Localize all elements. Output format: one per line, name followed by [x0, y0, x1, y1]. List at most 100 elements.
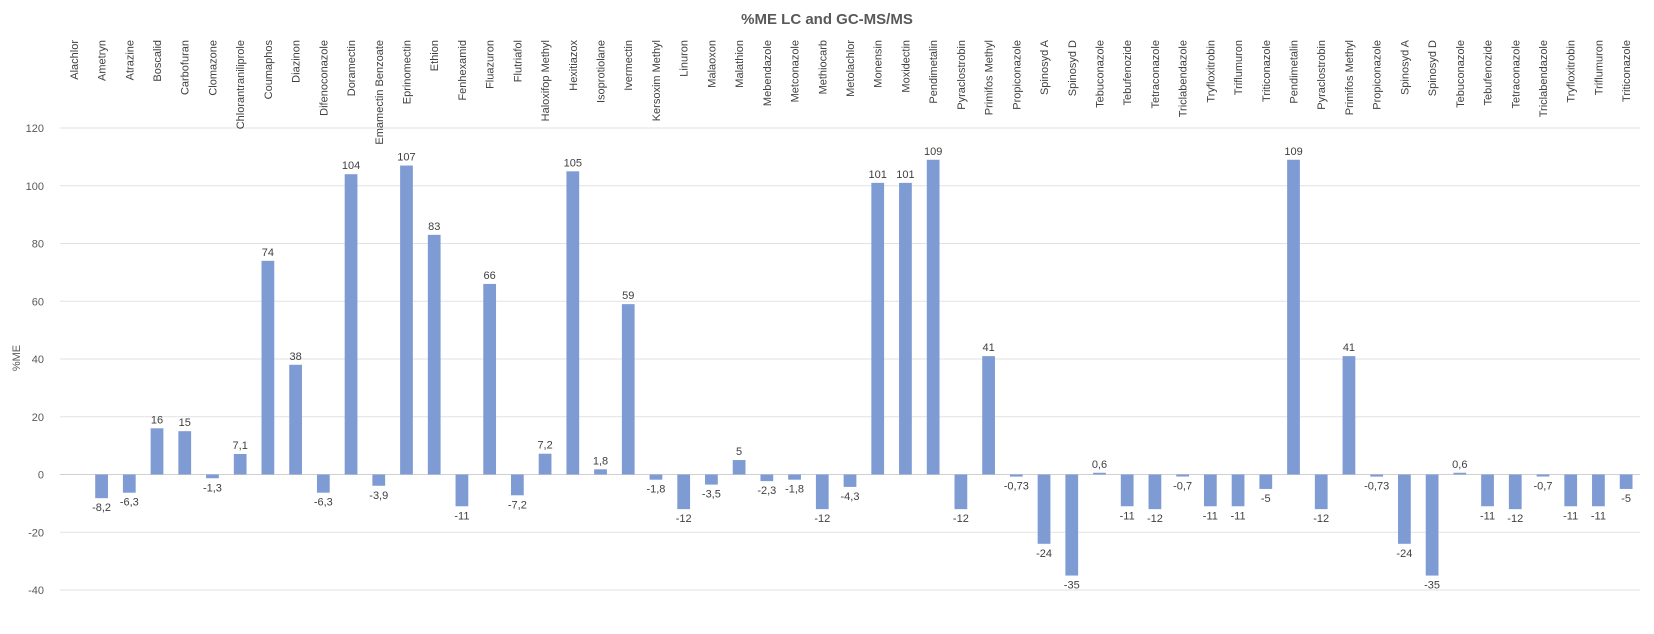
category-label: Linuron	[679, 40, 691, 77]
data-label: 107	[397, 152, 415, 164]
y-tick-label: 40	[32, 354, 44, 366]
data-label: -3,9	[369, 490, 388, 502]
data-label: 5	[736, 446, 742, 458]
bar	[1176, 474, 1190, 477]
data-label: 0,6	[1452, 459, 1467, 471]
category-label: Diazinon	[291, 40, 303, 83]
category-label: Tryfloxitrobin	[1566, 40, 1578, 103]
y-tick-label: 0	[38, 470, 44, 482]
category-label: Tebuconazole	[1094, 40, 1106, 108]
bar	[427, 234, 441, 475]
data-label: 7,2	[537, 440, 552, 452]
bar	[1342, 356, 1356, 475]
category-label: Haloxifop Methyl	[540, 40, 552, 121]
bar	[372, 474, 386, 486]
category-label: Pyraclostrobin	[1316, 40, 1328, 110]
bar	[1148, 474, 1162, 510]
bar	[760, 474, 774, 482]
data-label: 74	[262, 247, 274, 259]
data-label: -11	[1591, 510, 1606, 522]
y-tick-label: 60	[32, 296, 44, 308]
category-label: Propiconazole	[1372, 40, 1384, 110]
bar	[538, 453, 552, 475]
bar	[1564, 474, 1578, 507]
category-label: Hexitiazox	[568, 40, 580, 91]
bar	[594, 469, 607, 475]
data-label: 41	[1343, 342, 1355, 354]
category-label: Propiconazole	[1011, 40, 1023, 110]
category-label: Clomazone	[207, 40, 219, 96]
data-label: -12	[1147, 513, 1163, 525]
bar	[150, 428, 164, 475]
category-label: Mebendazole	[762, 40, 774, 106]
category-label: Spinosyd D	[1427, 40, 1439, 96]
data-label: -1,3	[203, 482, 222, 494]
data-label: -7,2	[508, 499, 527, 511]
y-tick-label: 80	[32, 239, 44, 251]
bar	[788, 474, 801, 480]
bar	[455, 474, 469, 507]
bar	[732, 460, 746, 475]
category-label: Pyraclostrobin	[956, 40, 968, 110]
data-label: -12	[1313, 513, 1329, 525]
category-label: Spinosyd A	[1399, 39, 1411, 95]
category-label: Malaoxon	[706, 40, 718, 88]
category-label: Metolachlor	[845, 40, 857, 97]
data-label: -2,3	[757, 485, 776, 497]
data-label: 38	[289, 351, 301, 363]
bar	[1619, 474, 1633, 489]
data-label: 0,6	[1092, 459, 1107, 471]
bar	[1287, 159, 1300, 475]
category-label: Flutriafol	[512, 40, 524, 82]
category-label: Difenoconazole	[318, 40, 330, 116]
data-label: -0,73	[1364, 481, 1389, 493]
bar	[344, 174, 358, 475]
category-label: Kersoxim Methyl	[651, 40, 663, 121]
category-label: Carbofuran	[180, 40, 192, 95]
bar	[1009, 474, 1023, 477]
data-label: -11	[1120, 510, 1135, 522]
bars	[95, 159, 1633, 576]
bar	[954, 474, 968, 510]
y-axis-ticks: -40 -20 0 20 40 60 80 100 120	[26, 123, 44, 597]
bar	[1592, 474, 1605, 507]
data-label: -12	[676, 513, 692, 525]
bar	[926, 159, 940, 475]
category-label: Methiocarb	[817, 40, 829, 94]
bar	[1536, 474, 1550, 477]
y-tick-label: -20	[28, 527, 44, 539]
data-label: -5	[1261, 493, 1271, 505]
category-label: Triclabendazole	[1538, 40, 1550, 117]
category-label: Chlorantraniliprole	[235, 40, 247, 129]
data-label: 1,8	[593, 455, 608, 467]
category-label: Spinosyd A	[1039, 39, 1051, 95]
category-label: Tetraconazole	[1150, 40, 1162, 109]
category-label: Ametryn	[97, 40, 109, 81]
bar	[1314, 474, 1328, 510]
data-labels: -8,2 -6,3 16 15 -1,3 7,1 74 38 -6,3 104 -3,9 107 83 -…	[92, 146, 1631, 592]
category-label: Tebufenozide	[1483, 40, 1495, 105]
category-label: Fenhexamid	[457, 40, 469, 101]
data-label: -24	[1036, 548, 1052, 560]
bar	[1120, 474, 1134, 507]
bar	[483, 283, 497, 475]
bar	[1203, 474, 1217, 507]
data-label: -5	[1621, 493, 1631, 505]
data-label: -35	[1064, 580, 1080, 592]
category-label: Coumaphos	[263, 40, 275, 100]
data-label: -0,7	[1173, 481, 1192, 493]
data-label: 101	[869, 169, 887, 181]
data-label: -8,2	[92, 502, 111, 514]
category-label: Triclabendazole	[1178, 40, 1190, 117]
data-label: 105	[564, 157, 582, 169]
data-label: -11	[1231, 510, 1246, 522]
data-label: 101	[896, 169, 914, 181]
bar	[1065, 474, 1079, 576]
data-label: -12	[814, 513, 830, 525]
bar	[566, 171, 580, 475]
data-label: -12	[1507, 513, 1523, 525]
bar	[843, 474, 857, 487]
category-label: Tetraconazole	[1510, 40, 1522, 109]
category-label: Primifos Methyl	[984, 40, 996, 115]
y-tick-label: 100	[26, 181, 44, 193]
